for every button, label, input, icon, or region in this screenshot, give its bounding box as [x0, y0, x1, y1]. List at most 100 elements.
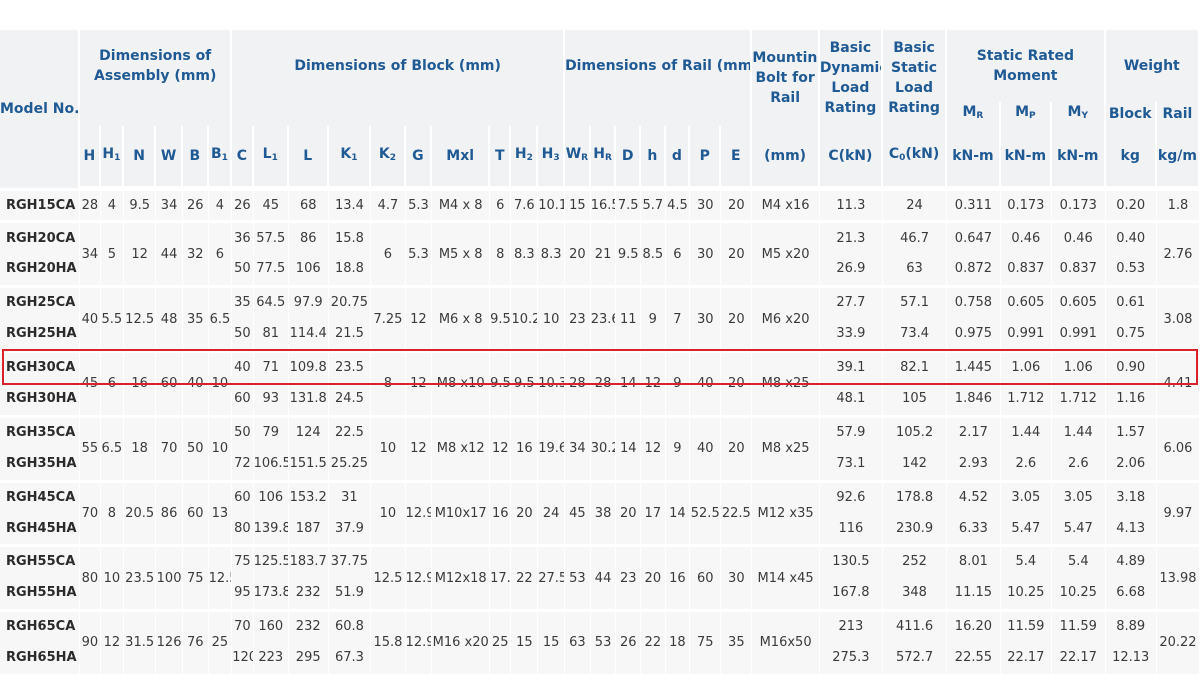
column-header-base: K [340, 146, 352, 162]
rating-cell-cdyn: 33.9 [819, 317, 883, 350]
header-group-moment-label: Static Rated Moment [976, 48, 1075, 84]
block-cell-k1: 37.75 [328, 544, 372, 577]
column-header: H1 [100, 126, 125, 188]
column-header: W [156, 126, 183, 188]
header-group-block: Dimensions of Block (mm) [232, 30, 566, 102]
column-header: HR [590, 126, 617, 188]
shared-cell-k2: 10 [371, 414, 406, 480]
block-cell-k1: 37.9 [328, 511, 372, 545]
column-header: P [690, 126, 722, 188]
shared-cell-e: 30 [721, 544, 753, 610]
column-header-base: C [236, 148, 248, 164]
rating-cell-cdyn: 116 [819, 511, 883, 545]
shared-cell-p: 75 [690, 609, 722, 674]
table-row: RGH45CA 70 8 20.5 86 60 13 60 106 153.2 31 10 12.9 M1… [0, 479, 1200, 545]
column-header: G [405, 126, 433, 188]
rating-cell-mr: 1.846 [947, 382, 1001, 415]
rating-cell-block: 4.89 [1105, 544, 1157, 577]
shared-cell-d: 18 [665, 609, 691, 674]
shared-cell-h3: 10.3 [538, 349, 566, 415]
block-cell-l1: 81 [253, 317, 289, 350]
shared-cell-d: 9 [665, 414, 691, 480]
column-header-base: H [102, 146, 115, 162]
header-moment-mp: MP [1000, 102, 1053, 126]
block-cell-l1: 160 [253, 609, 289, 642]
shared-cell-h2: 9.5 [511, 349, 539, 415]
rating-cell-c0: 105 [882, 382, 948, 415]
shared-cell-b: 75 [182, 544, 209, 610]
block-cell-l: 232 [288, 609, 329, 642]
column-header: L [288, 126, 329, 188]
column-header: kN-m [1000, 126, 1053, 188]
header-moment-mp-label: MP [1015, 104, 1036, 121]
block-cell-k1: 20.75 [328, 285, 372, 318]
rating-cell-mp: 1.06 [1000, 349, 1053, 383]
shared-cell-g: 12 [405, 285, 433, 350]
shared-cell-e: 20 [721, 414, 753, 480]
shared-cell-wr: 53 [565, 544, 591, 610]
rating-cell-block: 0.75 [1105, 317, 1157, 350]
rating-cell-mr: 4.52 [947, 479, 1001, 512]
rating-cell-mp: 0.605 [1000, 285, 1053, 318]
column-header: B1 [208, 126, 233, 188]
rating-cell-cdyn: 130.5 [819, 544, 883, 577]
shared-cell-hr: 23.6 [590, 285, 617, 350]
shared-cell-b1: 6.5 [208, 285, 233, 350]
block-cell-l1: 173.8 [253, 576, 289, 610]
shared-cell-t: 25 [490, 609, 512, 674]
shared-cell-wr: 45 [565, 479, 591, 545]
column-header-base: kN-m [1057, 148, 1099, 164]
column-header-base: K [378, 146, 390, 162]
header-spacer [232, 102, 566, 126]
rating-cell-c0: 73.4 [882, 317, 948, 350]
shared-cell-hr: 53 [590, 609, 617, 674]
block-cell-l: 295 [288, 641, 329, 674]
shared-cell-mxl: M4 x 8 [432, 188, 491, 221]
shared-cell-mxl: M10x17 [432, 479, 491, 545]
header-moment-mr-sub: R [976, 111, 984, 121]
block-cell-l1: 125.5 [253, 544, 289, 577]
block-cell-c: 36 [232, 220, 254, 253]
rating-cell-mr: 0.311 [947, 188, 1001, 221]
rating-cell-mp: 0.46 [1000, 220, 1053, 253]
shared-cell-bolt: M8 x25 [752, 414, 820, 480]
column-header: C [232, 126, 254, 188]
block-cell-l: 232 [288, 576, 329, 610]
block-cell-l1: 79 [253, 414, 289, 448]
shared-cell-n: 12.5 [124, 285, 157, 350]
shared-cell-bolt: M14 x45 [752, 544, 820, 610]
shared-cell-wr: 34 [565, 414, 591, 480]
table-row: RGH30HA 60 93 131.8 24.5 48.1 105 1.846 1.712 1.7… [0, 382, 1200, 415]
shared-cell-g: 12 [405, 349, 433, 415]
column-header-sub: 3 [553, 153, 560, 163]
block-cell-l1: 45 [253, 188, 289, 221]
shared-cell-bolt: M12 x35 [752, 479, 820, 545]
rating-cell-block: 6.68 [1105, 576, 1157, 610]
shared-cell-mxl: M6 x 8 [432, 285, 491, 350]
rail-weight-cell: 9.97 [1156, 479, 1200, 545]
column-header-sub: 2 [526, 153, 533, 163]
rating-cell-block: 0.53 [1105, 252, 1157, 286]
column-header: d [665, 126, 691, 188]
spec-table: Model No. Dimensions of Assembly (mm) Di… [0, 30, 1200, 674]
shared-cell-h2: 22 [511, 544, 539, 610]
shared-cell-w: 60 [156, 349, 183, 415]
shared-cell-b: 50 [182, 414, 209, 480]
shared-cell-n: 16 [124, 349, 157, 415]
shared-cell-p: 30 [690, 285, 722, 350]
header-moment-mp-base: M [1015, 104, 1029, 120]
column-header: N [124, 126, 157, 188]
rating-cell-cdyn: 26.9 [819, 252, 883, 286]
shared-cell-wr: 15 [565, 188, 591, 221]
table-row: RGH25CA 40 5.5 12.5 48 35 6.5 35 64.5 97.9 20.75 7.… [0, 285, 1200, 350]
block-cell-l: 97.9 [288, 285, 329, 318]
rating-cell-mp: 1.712 [1000, 382, 1053, 415]
block-cell-l1: 139.8 [253, 511, 289, 545]
shared-cell-w: 44 [156, 220, 183, 286]
block-cell-l1: 77.5 [253, 252, 289, 286]
block-cell-k1: 21.5 [328, 317, 372, 350]
shared-cell-p: 30 [690, 188, 722, 221]
rating-cell-mp: 0.173 [1000, 188, 1053, 221]
block-cell-k1: 25.25 [328, 447, 372, 480]
shared-cell-d: 4.5 [665, 188, 691, 221]
